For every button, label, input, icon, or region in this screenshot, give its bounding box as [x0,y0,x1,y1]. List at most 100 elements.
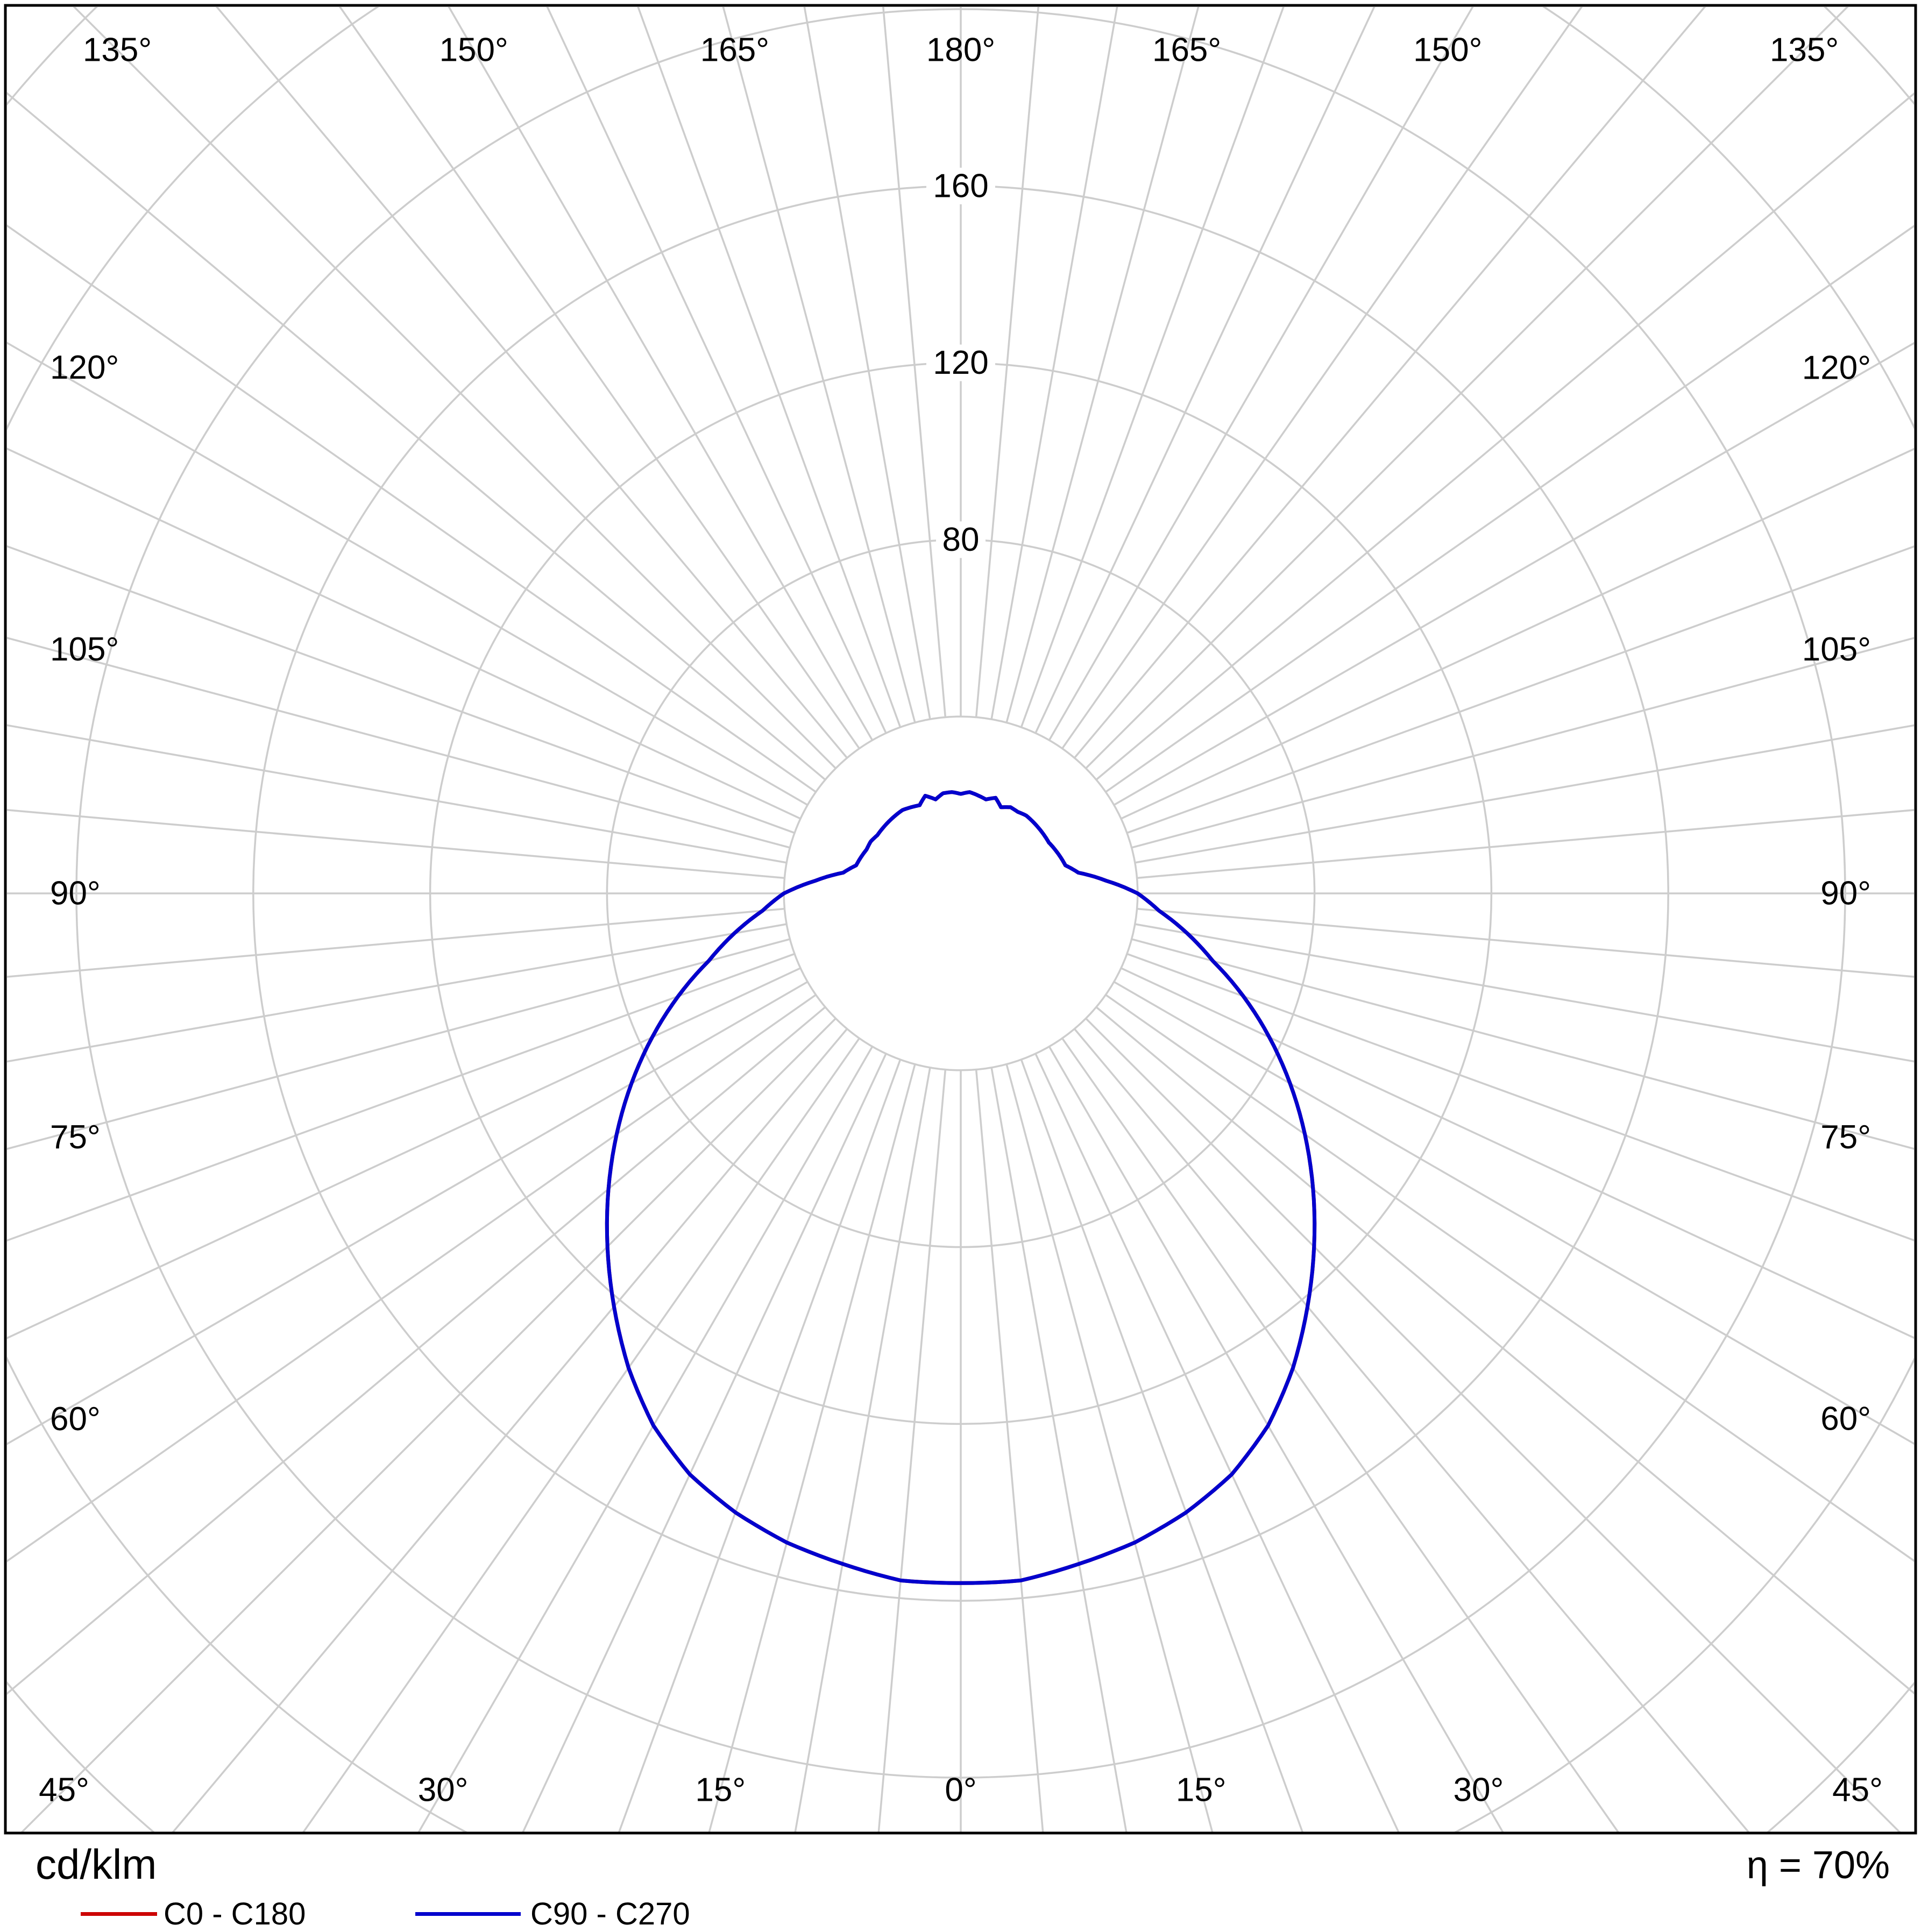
angle-label: 150° [1413,32,1482,69]
grid-ray [722,7,916,723]
grid-ray [7,907,785,978]
grid-ray [794,1067,931,1833]
grid-ray [975,7,1039,718]
grid-ray [7,938,790,1150]
legend-line-c0-c180 [81,1912,157,1916]
grid-ray [1131,637,1914,849]
grid-ray [1126,545,1914,834]
angle-label: 180° [926,32,995,69]
grid-ray [1131,938,1914,1150]
legend-line-c90-c270 [415,1912,521,1916]
grid-ray [301,1038,860,1833]
angle-label: 45° [1832,1772,1883,1809]
angle-label: 0° [945,1772,976,1809]
angle-label: 60° [1820,1400,1871,1437]
grid-ray [7,923,787,1063]
grid-ray [1095,1006,1914,1695]
grid-ray [7,809,785,879]
angle-label: 105° [1802,631,1871,668]
grid-ray [990,1067,1128,1833]
distribution-curves [605,790,1317,1585]
tick-label-backing [926,167,995,204]
grid-ray [521,1053,887,1833]
grid-ray [1135,923,1914,1063]
angle-label: 135° [83,32,152,69]
tick-label-backing [936,521,986,558]
grid-ray [1034,7,1376,734]
grid-ray [1061,1038,1620,1833]
grid-ray [7,724,787,864]
angle-label: 15° [695,1772,746,1809]
radial-tick-label: 80 [942,521,980,558]
grid-ray [803,7,931,720]
grid-ray [1005,7,1200,723]
angle-label: 90° [1820,875,1871,912]
polar-chart-svg: 80 120 160 0° 15° 15° 30° 30° 45° 45° 60° 60° 75° 75°… [4,4,1917,1835]
chart-border [4,4,1917,1835]
legend-label-c0-c180: C0 - C180 [164,1897,306,1931]
grid-ray [1121,967,1914,1339]
efficiency-label: η = 70% [1746,1844,1890,1887]
angle-label: 60° [50,1401,101,1438]
radial-tick-label: 120 [933,344,988,381]
grid-ray [73,7,837,769]
unit-label: cd/klm [36,1841,157,1888]
radial-tick-label: 160 [933,167,988,204]
grid-ray [1085,1018,1902,1833]
grid-ray [1048,1046,1505,1833]
grid-ray [7,448,801,820]
grid-ray [7,967,801,1339]
grid-ray [1135,724,1914,864]
grid-ray [1020,7,1285,728]
grid-ray [7,1006,826,1695]
angle-label: 165° [700,32,769,69]
grid-ray [1061,7,1583,749]
grid-ray [171,1028,848,1833]
grid-ray [7,953,795,1242]
grid-ray [1034,1053,1400,1833]
grid-ray [1105,994,1914,1562]
axis-labels: 80 120 160 0° 15° 15° 30° 30° 45° 45° 60° 60° 75° 75°… [39,32,1883,1809]
grid-ray [7,981,809,1445]
angle-label: 120° [50,349,119,386]
grid-ray [215,7,848,759]
grid-ray [7,994,817,1562]
grid-ray [19,1018,837,1833]
grid-ray [1095,92,1914,780]
grid-ray [7,224,817,793]
grid-ray [1005,1064,1214,1833]
angle-label: 30° [418,1772,469,1809]
polar-grid [7,7,1914,1833]
grid-ray [7,91,826,780]
grid-ray [1048,7,1474,741]
grid-ray [975,1069,1044,1833]
grid-ray [546,7,887,734]
grid-ray [1113,342,1914,806]
grid-ray [1085,7,1849,769]
angle-label: 75° [50,1119,101,1156]
grid-ray [7,637,790,849]
grid-ray [708,1064,916,1833]
legend-label-c90-c270: C90 - C270 [530,1897,690,1931]
grid-ray [1137,809,1914,879]
angle-label: 120° [1802,350,1871,387]
grid-ray [1137,907,1914,978]
angle-label: 135° [1770,32,1839,69]
angle-label: 45° [39,1772,89,1809]
angle-label: 90° [50,875,101,912]
grid-ray [1126,953,1914,1241]
angle-label: 150° [440,32,508,69]
grid-ray [1020,1059,1304,1833]
grid-ray [417,1046,874,1833]
grid-ray [618,1059,902,1833]
grid-ray [1105,225,1914,793]
grid-ray [990,7,1118,720]
grid-ray [7,545,795,834]
grid-ray [448,7,874,741]
angle-label: 15° [1176,1772,1227,1809]
grid-ray [1074,7,1706,759]
grid-ray [637,7,902,728]
angle-label: 30° [1454,1772,1504,1809]
grid-ray [7,342,809,806]
